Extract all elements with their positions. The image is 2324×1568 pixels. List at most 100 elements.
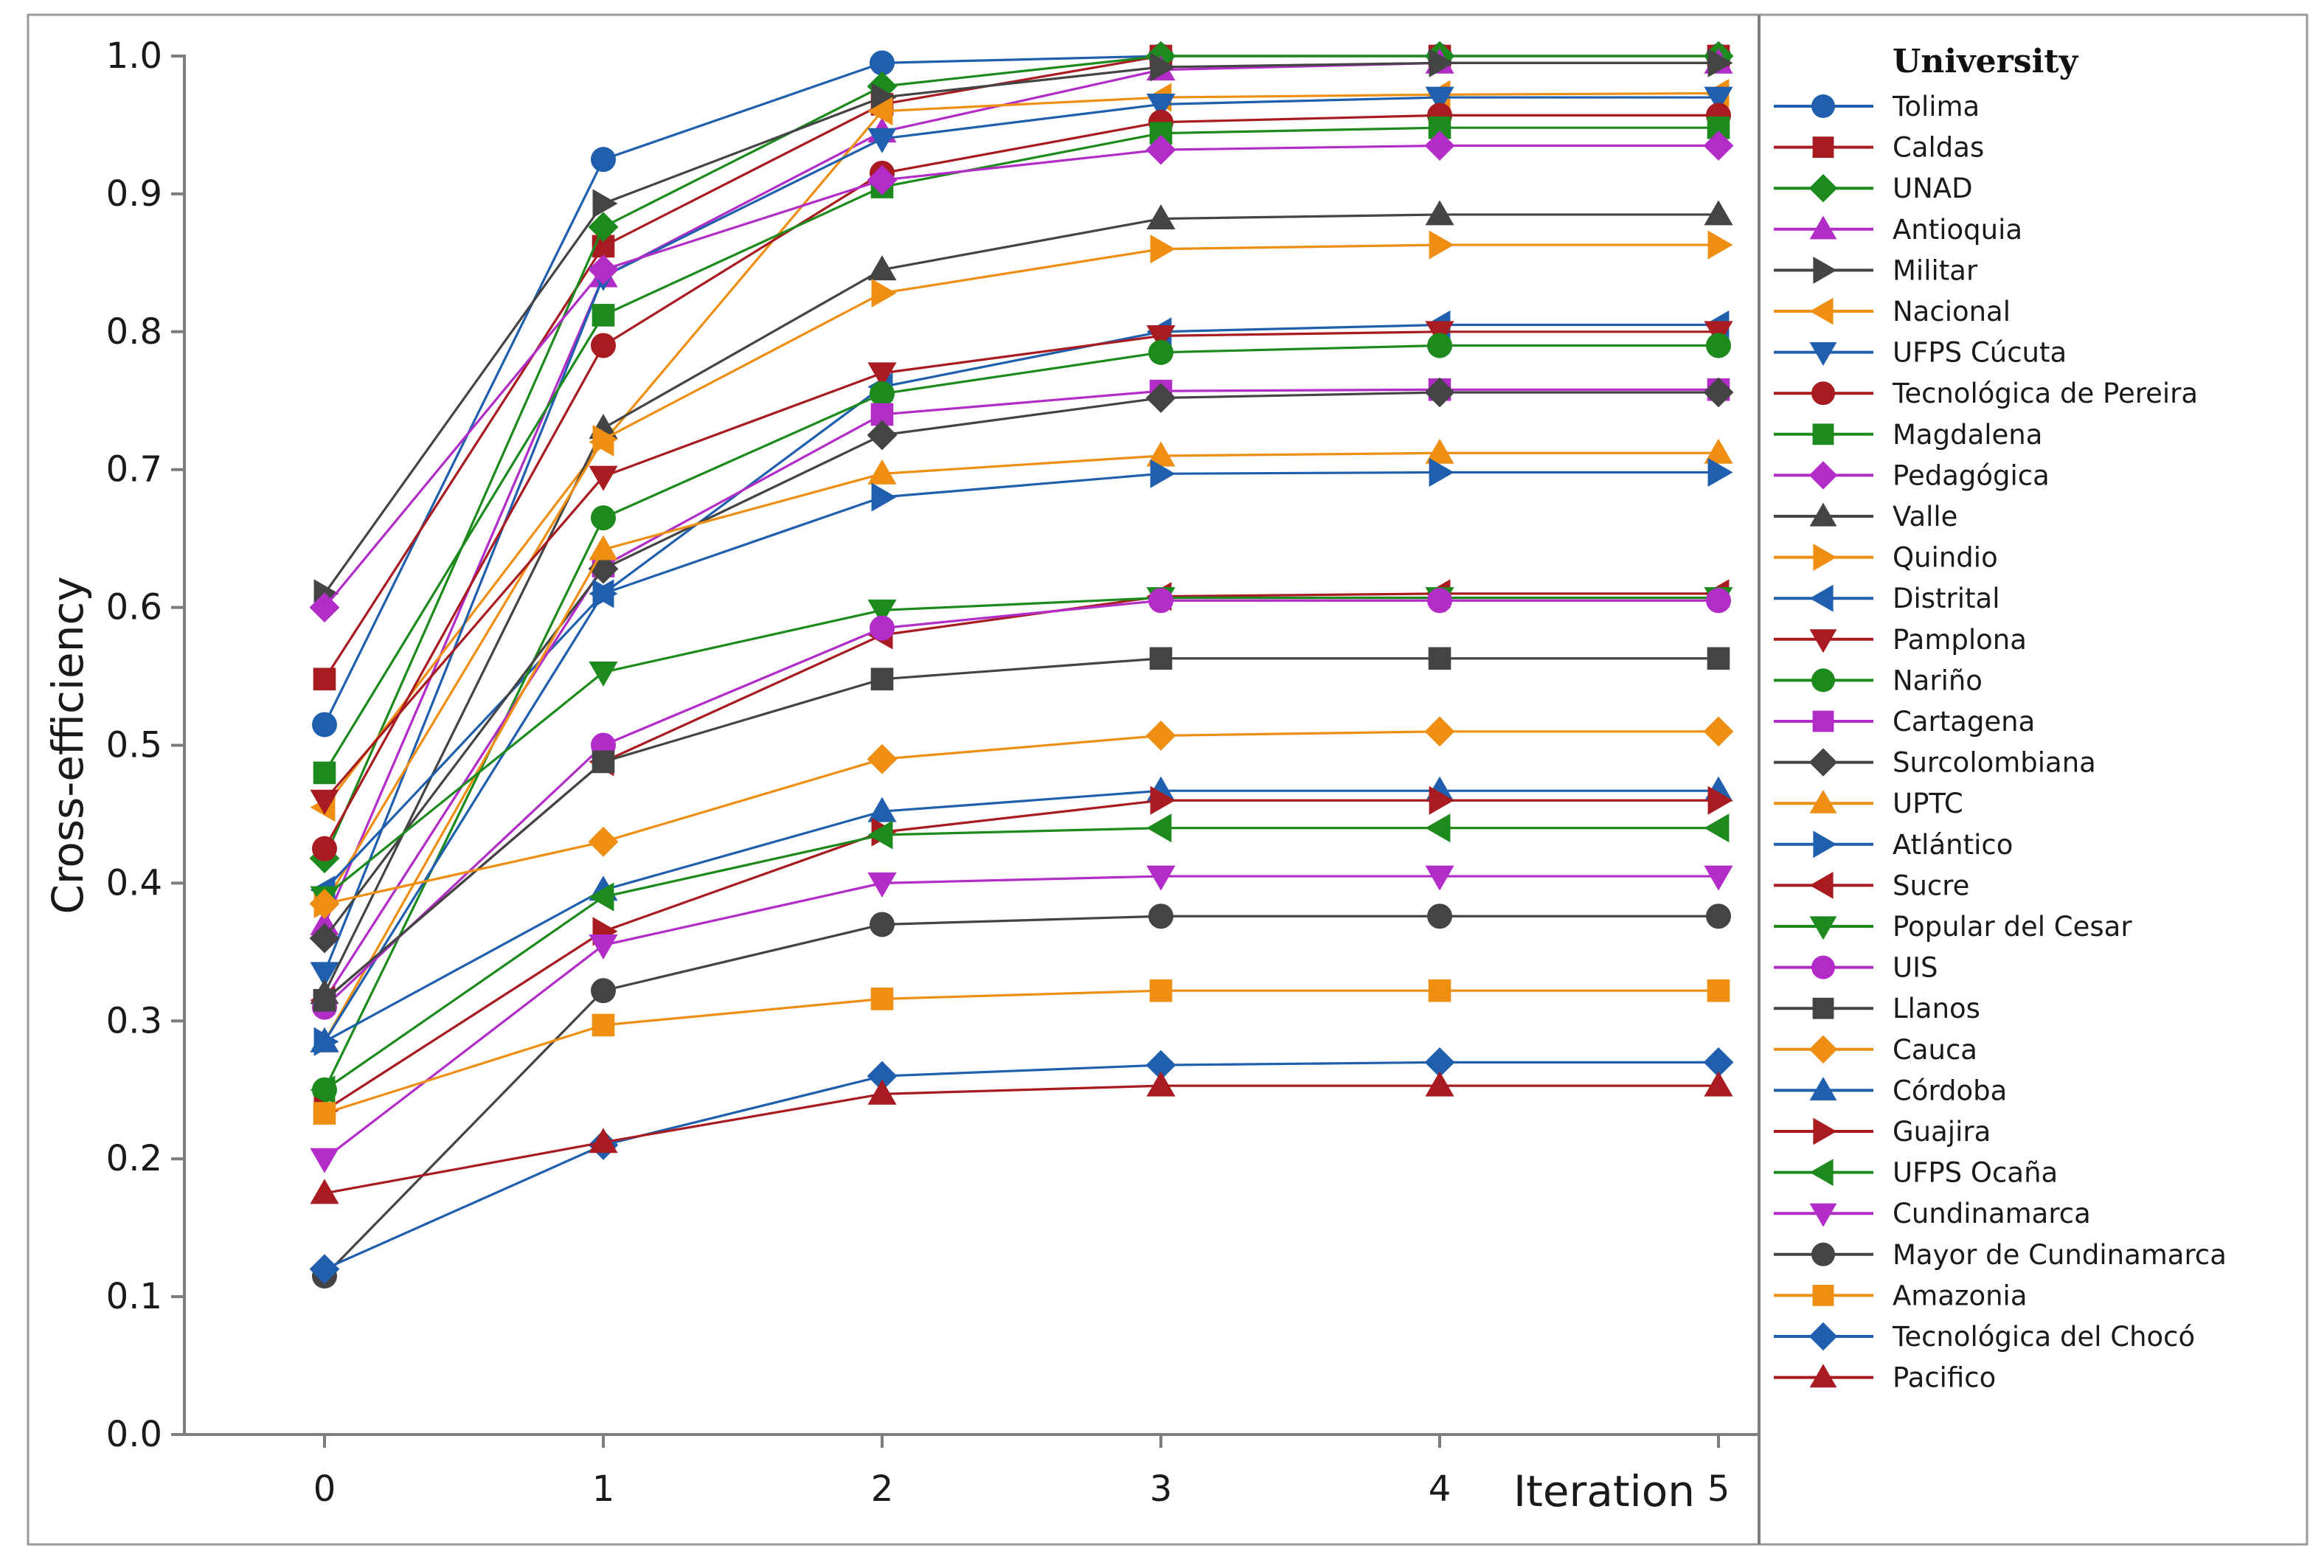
series-ufps-ocana	[310, 814, 1730, 1105]
data-point-militar	[1429, 48, 1454, 77]
data-point-ufps-ocana	[867, 820, 893, 850]
data-point-magdalena	[592, 304, 615, 327]
legend-entry-uptc: UPTC	[1774, 788, 1963, 819]
data-point-surcolombiana	[309, 923, 340, 954]
data-point-pacifico	[1425, 1071, 1454, 1097]
legend-marker	[1809, 1159, 1834, 1186]
data-point-valle	[1146, 204, 1176, 229]
y-tick-label: 1.0	[106, 35, 162, 77]
data-point-tolima	[312, 712, 337, 738]
series-line-magdalena	[323, 126, 1718, 774]
legend-label: Nariño	[1893, 665, 1983, 696]
legend-label: Mayor de Cundinamarca	[1893, 1239, 2227, 1271]
legend-marker	[1812, 136, 1834, 158]
data-point-llanos	[592, 750, 615, 774]
legend-entry-mayor-de-cundinamarca: Mayor de Cundinamarca	[1774, 1239, 2227, 1271]
data-point-narino	[1706, 333, 1731, 358]
data-point-uis	[870, 615, 895, 641]
series-narino	[312, 333, 1731, 1103]
legend-entry-narino: Nariño	[1774, 665, 1983, 696]
legend-marker	[1809, 584, 1834, 612]
legend-entry-nacional: Nacional	[1774, 296, 2011, 327]
legend-label: Valle	[1893, 501, 1957, 533]
legend-label: Surcolombiana	[1893, 747, 2096, 779]
data-point-amazonia	[1428, 979, 1451, 1002]
legend-entry-cundinamarca: Cundinamarca	[1774, 1198, 2091, 1229]
data-point-valle	[1704, 200, 1733, 226]
data-point-cundinamarca	[310, 1148, 339, 1173]
series-line-cordoba	[324, 789, 1718, 1043]
legend-marker	[1809, 297, 1834, 325]
series-atlantico	[313, 457, 1733, 1056]
data-point-pacifico	[589, 1128, 618, 1154]
data-point-atlantico	[1429, 457, 1454, 487]
legend-marker	[1809, 1077, 1837, 1100]
series-line-uis	[323, 599, 1718, 1008]
legend-label: Cauca	[1893, 1034, 1977, 1066]
data-point-atlantico	[1150, 459, 1176, 488]
legend-label: Cartagena	[1893, 706, 2035, 738]
legend-entry-pacifico: Pacifico	[1774, 1362, 1996, 1394]
legend-entry-unad: UNAD	[1774, 173, 1973, 204]
data-point-popular-del-cesar	[589, 661, 618, 687]
legend-marker	[1808, 1322, 1838, 1351]
series-line-pamplona	[323, 330, 1718, 802]
data-point-ufps-ocana	[1425, 814, 1451, 843]
series-ufps-cucuta	[310, 86, 1733, 988]
legend-label: Sucre	[1893, 870, 1969, 901]
legend-marker	[1813, 257, 1837, 284]
legend-label: UIS	[1893, 952, 1938, 984]
data-point-pamplona	[589, 465, 618, 491]
legend-entry-cordoba: Córdoba	[1774, 1075, 2007, 1106]
data-point-narino	[1148, 339, 1173, 365]
legend-entry-guajira: Guajira	[1774, 1116, 1991, 1148]
legend-label: Guajira	[1893, 1116, 1991, 1148]
legend-label: Tolima	[1892, 91, 1980, 122]
data-point-ufps-ocana	[589, 882, 614, 912]
series-line-distrital	[323, 323, 1718, 891]
legend-entry-pamplona: Pamplona	[1774, 624, 2027, 656]
data-point-llanos	[870, 667, 894, 691]
legend-entry-distrital: Distrital	[1774, 583, 2000, 614]
legend-label: Magdalena	[1893, 419, 2042, 451]
series-line-cauca	[324, 730, 1718, 905]
legend-entry-pedagogica: Pedagógica	[1774, 459, 2050, 491]
data-point-cundinamarca	[589, 934, 618, 960]
series-llanos	[313, 647, 1730, 1012]
legend-label: Caldas	[1893, 132, 1984, 164]
data-point-ufps-cucuta	[867, 128, 897, 153]
legend-marker	[1809, 1203, 1837, 1227]
legend-label: Amazonia	[1893, 1280, 2028, 1311]
data-point-llanos	[1707, 647, 1730, 670]
legend-marker	[1809, 342, 1837, 366]
data-point-tecnologica-del-choco	[1703, 1047, 1734, 1078]
data-point-ufps-ocana	[1704, 814, 1730, 843]
data-point-atlantico	[592, 579, 618, 608]
series-line-unad	[323, 55, 1718, 859]
series-line-popular-del-cesar	[323, 596, 1718, 898]
series-line-amazonia	[324, 989, 1718, 1115]
data-point-amazonia	[1707, 979, 1730, 1002]
data-point-caldas	[313, 667, 336, 691]
y-tick-label: 0.6	[106, 587, 162, 628]
data-point-cauca	[588, 826, 619, 857]
data-point-ufps-cucuta	[1425, 86, 1454, 112]
data-point-ufps-cucuta	[310, 962, 339, 988]
legend-entry-popular-del-cesar: Popular del Cesar	[1774, 911, 2132, 943]
series-guajira	[313, 785, 1733, 1125]
data-point-uptc	[867, 459, 897, 485]
y-tick-label: 0.0	[106, 1414, 162, 1455]
series-pacifico	[310, 1071, 1733, 1204]
data-point-guajira	[1150, 785, 1176, 815]
legend-marker	[1811, 668, 1835, 693]
legend-marker	[1813, 830, 1837, 858]
data-point-surcolombiana	[867, 420, 898, 451]
x-tick-label: 4	[1429, 1468, 1451, 1510]
y-tick-label: 0.5	[106, 725, 162, 766]
data-point-uis	[1706, 588, 1731, 614]
series-line-guajira	[324, 799, 1718, 1112]
data-point-ufps-ocana	[310, 1075, 336, 1105]
legend-label: Militar	[1893, 254, 1978, 286]
series-cauca	[309, 716, 1734, 919]
legend-entry-uis: UIS	[1774, 952, 1938, 984]
